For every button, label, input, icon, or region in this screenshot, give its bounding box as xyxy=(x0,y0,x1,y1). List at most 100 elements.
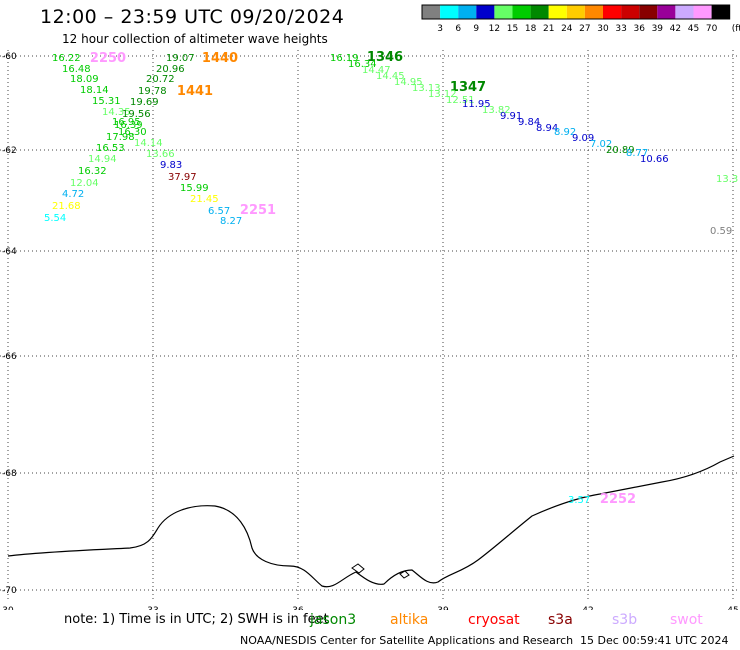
longitude-tick-label: 42 xyxy=(582,606,593,610)
wave-height-label: 17.98 xyxy=(106,132,135,143)
wave-height-label: 16.34 xyxy=(348,59,377,70)
wave-height-label: 16.19 xyxy=(330,53,359,64)
wave-height-label: 9.83 xyxy=(160,160,182,171)
latitude-tick-label: -64 xyxy=(2,247,17,257)
wave-height-label: 21.68 xyxy=(52,201,81,212)
wave-height-map: 30 33 36 39 42 45 -60 -62 -64 -66 -68 -70 2250 1440 13… xyxy=(0,50,740,610)
pass-time-label: 2252 xyxy=(600,492,636,507)
scale-tick-label: 18 xyxy=(525,24,537,34)
scale-swatch xyxy=(440,5,459,19)
coastline-island xyxy=(351,563,365,574)
wave-height-label: 15.99 xyxy=(180,183,209,194)
wave-height-label: 8.27 xyxy=(220,216,242,227)
longitude-tick-label: 45 xyxy=(727,606,738,610)
scale-tick-label: 9 xyxy=(473,24,479,34)
wave-height-label: 10.66 xyxy=(640,154,669,165)
latitude-tick-label: -60 xyxy=(2,52,17,62)
wave-height-label: 11.95 xyxy=(462,99,491,110)
scale-tick-label: 45 xyxy=(688,24,699,34)
wave-height-label: 9.09 xyxy=(572,133,594,144)
satellite-swot: swot xyxy=(670,612,703,628)
latitude-tick-label: -62 xyxy=(2,146,17,156)
wave-height-label: 8.77 xyxy=(626,148,648,159)
pass-time-label: 2251 xyxy=(240,203,276,218)
wave-height-label: 13.13 xyxy=(412,83,441,94)
scale-tick-label: 42 xyxy=(670,24,681,34)
scale-tick-label: 70 xyxy=(706,24,718,34)
wave-height-label: 21.45 xyxy=(190,194,219,205)
pass-time-label: 1346 xyxy=(367,50,403,65)
longitude-tick-label: 30 xyxy=(2,606,14,610)
wave-height-label: 5.54 xyxy=(44,213,66,224)
pass-time-label: 2250 xyxy=(90,51,126,66)
wave-height-label: 14.47 xyxy=(362,65,391,76)
scale-tick-label: 33 xyxy=(615,24,626,34)
wave-height-label: 37.97 xyxy=(168,172,197,183)
wave-height-label: 14.95 xyxy=(394,77,423,88)
page-subtitle: 12 hour collection of altimeter wave hei… xyxy=(62,32,328,46)
wave-height-label: 9.91 xyxy=(500,111,522,122)
scale-swatch xyxy=(584,5,603,19)
wave-height-label: 6.57 xyxy=(208,206,230,217)
page-title: 12:00 – 23:59 UTC 09/20/2024 xyxy=(40,6,345,28)
scale-swatch xyxy=(657,5,676,19)
wave-height-label: 14.14 xyxy=(134,138,163,149)
wave-height-label: 12.04 xyxy=(70,178,99,189)
scale-tick-label: 30 xyxy=(597,24,609,34)
scale-swatch xyxy=(458,5,477,19)
longitude-tick-label: 36 xyxy=(292,606,304,610)
scale-tick-label: 15 xyxy=(507,24,518,34)
scale-tick-label: 3 xyxy=(437,24,443,34)
scale-tick-label: 6 xyxy=(455,24,461,34)
scale-swatch xyxy=(603,5,622,19)
satellite-s3a: s3a xyxy=(548,612,573,628)
scale-swatch xyxy=(422,5,441,19)
longitude-tick-label: 33 xyxy=(147,606,158,610)
pass-time-label: 1347 xyxy=(450,80,486,95)
antarctic-coastline xyxy=(7,455,735,588)
wave-height-label: 13.12 xyxy=(428,89,457,100)
wave-height-label: 20.89 xyxy=(606,145,635,156)
satellite-cryosat: cryosat xyxy=(468,612,520,628)
wave-height-label: 15.31 xyxy=(92,96,121,107)
wave-height-label: 16.48 xyxy=(62,64,91,75)
wave-height-label: 9.84 xyxy=(518,117,540,128)
scale-tick-label: 12 xyxy=(489,24,500,34)
scale-tick-label: 36 xyxy=(633,24,645,34)
scale-swatch xyxy=(548,5,567,19)
wave-height-label: 20.72 xyxy=(146,74,175,85)
credit-text: NOAA/NESDIS Center for Satellite Applica… xyxy=(240,634,574,647)
wave-height-label: 13.3 xyxy=(716,174,738,185)
generated-timestamp: 15 Dec 00:59:41 UTC 2024 xyxy=(580,634,729,647)
scale-tick-label: 21 xyxy=(543,24,554,34)
wave-height-label: 16.32 xyxy=(78,166,107,177)
wave-height-label: 16.39 xyxy=(114,120,143,131)
wave-height-label: 14.35 xyxy=(102,107,131,118)
wave-height-label: 16.22 xyxy=(52,53,81,64)
scale-tick-label: 39 xyxy=(652,24,664,34)
scale-unit: (ft) xyxy=(732,24,740,34)
wave-height-label: 3.57 xyxy=(568,495,590,506)
wave-height-label: 4.72 xyxy=(62,189,84,200)
longitude-tick-label: 39 xyxy=(437,606,449,610)
wave-height-label: 19.69 xyxy=(130,97,159,108)
scale-tick-label: 24 xyxy=(561,24,573,34)
latitude-tick-label: -68 xyxy=(2,469,17,479)
scale-swatch xyxy=(711,5,730,19)
satellite-s3b: s3b xyxy=(612,612,638,628)
wave-height-label: 20.96 xyxy=(156,64,185,75)
scale-swatch xyxy=(494,5,513,19)
satellite-altika: altika xyxy=(390,612,429,628)
wave-height-label: 0.59 xyxy=(710,226,732,237)
wave-height-label: 16.30 xyxy=(118,127,147,138)
wave-height-label: 14.94 xyxy=(88,154,117,165)
latitude-tick-label: -70 xyxy=(2,586,17,596)
wave-height-label: 13.66 xyxy=(146,149,175,160)
coastline-island xyxy=(399,570,410,579)
wave-height-label: 19.07 xyxy=(166,53,195,64)
pass-time-label: 1440 xyxy=(202,51,238,66)
wave-height-label: 16.53 xyxy=(96,143,125,154)
wave-height-label: 7.02 xyxy=(590,139,612,150)
scale-frame xyxy=(421,4,731,20)
